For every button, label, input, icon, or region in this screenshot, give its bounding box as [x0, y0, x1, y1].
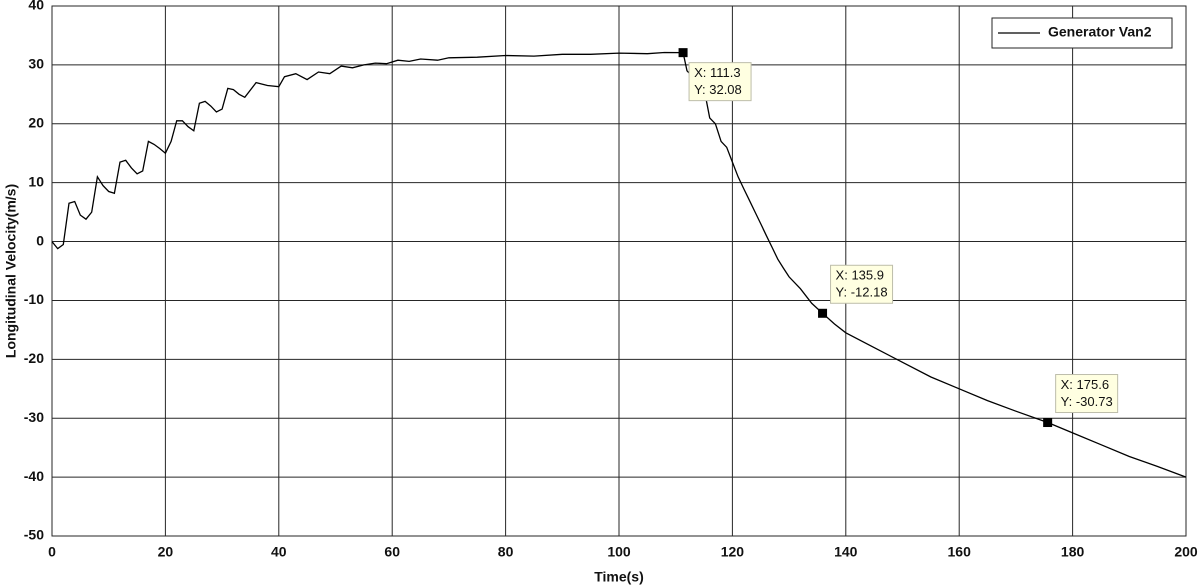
x-axis-label: Time(s)	[594, 569, 644, 585]
y-axis-label: Longitudinal Velocity(m/s)	[3, 184, 19, 358]
y-tick-label: -20	[24, 350, 44, 366]
data-tip-x: X: 175.6	[1061, 377, 1109, 392]
data-tip-box	[830, 264, 894, 304]
y-tick-label: -40	[24, 468, 44, 484]
data-tip-marker	[1043, 418, 1053, 428]
y-tick-label: -50	[24, 527, 44, 543]
y-tick-label: 30	[28, 56, 44, 72]
x-tick-label: 80	[498, 544, 514, 560]
y-tick-label: 10	[28, 173, 44, 189]
y-tick-label: 40	[28, 0, 44, 13]
data-tip-y: Y: 32.08	[694, 82, 742, 97]
data-tip-y: Y: -12.18	[836, 285, 888, 300]
y-tick-label: 20	[28, 114, 44, 130]
data-tip-x: X: 111.3	[694, 65, 741, 80]
x-tick-label: 60	[384, 544, 400, 560]
y-tick-label: 0	[36, 232, 44, 248]
x-tick-label: 200	[1174, 544, 1198, 560]
plot-frame	[51, 5, 1187, 537]
x-tick-label: 100	[607, 544, 631, 560]
data-tip-marker	[818, 308, 828, 318]
x-tick-label: 0	[48, 544, 56, 560]
x-tick-label: 120	[721, 544, 745, 560]
y-tick-label: -30	[24, 409, 44, 425]
x-tick-label: 140	[834, 544, 858, 560]
legend-label: Generator Van2	[1048, 24, 1152, 40]
x-tick-label: 160	[948, 544, 972, 560]
x-tick-label: 180	[1061, 544, 1085, 560]
x-tick-label: 20	[158, 544, 174, 560]
data-line	[51, 51, 1187, 478]
y-tick-label: -10	[24, 291, 44, 307]
data-tip-y: Y: -30.73	[1061, 394, 1113, 409]
data-tip-box	[688, 62, 752, 102]
data-tip-box	[1055, 374, 1119, 414]
x-tick-label: 40	[271, 544, 287, 560]
data-tip-x: X: 135.9	[836, 268, 884, 283]
data-tip-marker	[678, 48, 688, 58]
